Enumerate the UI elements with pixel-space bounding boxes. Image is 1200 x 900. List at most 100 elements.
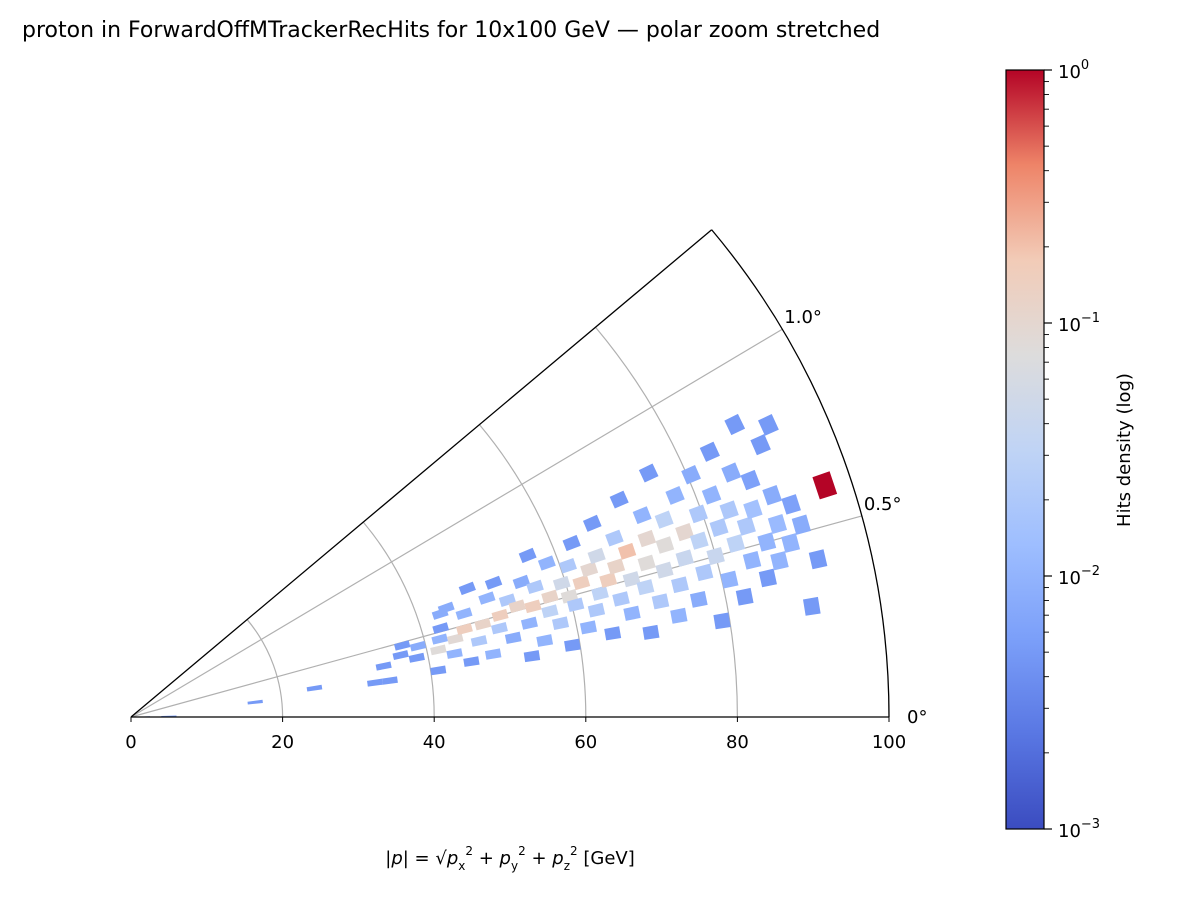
heatmap-cell: [591, 585, 609, 601]
heatmap-cell: [572, 574, 591, 591]
heatmap-cell: [808, 549, 828, 570]
heatmap-cell: [622, 571, 641, 588]
heatmap-cell: [758, 568, 777, 588]
heatmap-cell: [736, 516, 756, 536]
heatmap-cell: [306, 684, 323, 692]
heatmap-cell: [478, 591, 496, 605]
heatmap-cell: [579, 620, 597, 635]
heatmap-cell: [456, 623, 473, 635]
r-tick-label: 100: [872, 732, 906, 753]
heatmap-cell: [504, 631, 522, 644]
heatmap-cell: [437, 601, 455, 615]
heatmap-cell: [637, 529, 657, 548]
heatmap-cell: [587, 602, 606, 618]
heatmap-cell: [599, 572, 618, 588]
heatmap-cell: [670, 607, 688, 624]
r-tick-label: 0: [125, 732, 136, 753]
colorbar-tick-label: 10−3: [1058, 817, 1100, 842]
heatmap-cell: [484, 575, 503, 590]
heatmap-cell: [802, 596, 821, 616]
heatmap-cell: [655, 561, 674, 579]
colorbar-tick-label: 10−2: [1058, 564, 1100, 589]
heatmap-cell: [617, 542, 637, 560]
heatmap-cell: [536, 634, 554, 647]
heatmap-cell: [642, 624, 660, 640]
heatmap-cell: [612, 591, 630, 607]
heatmap-cell: [484, 648, 502, 660]
heatmap-cell: [607, 558, 626, 575]
heatmap-cell: [720, 570, 739, 589]
heatmap-cell: [564, 638, 581, 652]
heatmap-cell: [558, 558, 577, 574]
heatmap-cell: [781, 494, 801, 515]
heatmap-cell: [446, 633, 464, 645]
heatmap-cell: [713, 612, 731, 630]
heatmap-cell: [541, 604, 559, 619]
heatmap-cell: [675, 549, 694, 567]
theta-ticks: 0° 0.5° 1.0°: [784, 307, 927, 728]
heatmap-cell: [432, 622, 450, 634]
frame-edge-theta-max: [130, 229, 713, 718]
heatmap-cell: [367, 678, 383, 687]
heatmap-cell: [655, 536, 675, 554]
r-tick-label: 40: [423, 732, 446, 753]
heatmap-cell: [247, 699, 263, 705]
heatmap-cell: [757, 532, 777, 552]
heatmap-cell: [375, 661, 392, 671]
heatmap-cell: [758, 414, 779, 436]
heatmap-cell: [812, 471, 838, 500]
heatmap-cell: [605, 529, 624, 547]
polar-frame: [130, 229, 890, 718]
heatmap-cells: [134, 413, 838, 717]
heatmap-cell: [735, 587, 754, 606]
heatmap-cell: [430, 665, 447, 676]
heatmap-cell: [675, 523, 695, 542]
heatmap-cell: [562, 534, 581, 552]
heatmap-cell: [392, 650, 409, 660]
heatmap-cell: [512, 574, 531, 590]
colorbar: 10−3 10−2 10−1 100 Hits density (log): [1005, 58, 1135, 842]
heatmap-cell: [638, 463, 659, 483]
heatmap-cell: [491, 621, 508, 635]
heatmap-cell: [623, 605, 641, 621]
heatmap-cell: [491, 608, 509, 622]
heatmap-cell: [508, 599, 526, 613]
heatmap-cell: [724, 413, 746, 436]
heatmap-cell: [382, 676, 398, 685]
r-gridline: [246, 619, 284, 718]
heatmap-cell: [463, 656, 480, 667]
heatmap-cell: [582, 514, 602, 532]
theta-gridline: [130, 328, 783, 718]
heatmap-cell: [632, 506, 652, 525]
heatmap-cell: [699, 441, 720, 462]
heatmap-cell: [762, 484, 782, 506]
heatmap-cell: [431, 633, 448, 645]
heatmap-cell: [524, 599, 542, 614]
heatmap-cell: [681, 464, 701, 485]
heatmap-cell: [518, 547, 537, 564]
heatmap-cell: [721, 462, 742, 483]
chart-title: proton in ForwardOffMTrackerRecHits for …: [22, 18, 881, 43]
heatmap-cell: [520, 616, 538, 630]
heatmap-cell: [408, 652, 425, 663]
heatmap-cell: [609, 490, 629, 509]
r-tick-label: 80: [726, 732, 749, 753]
colorbar-tick-label: 100: [1058, 58, 1089, 83]
heatmap-cell: [566, 597, 585, 613]
heatmap-cell: [552, 575, 571, 591]
heatmap-cell: [526, 579, 544, 595]
r-gridline: [362, 521, 435, 718]
heatmap-cell: [474, 617, 492, 631]
heatmap-cell: [537, 555, 556, 571]
heatmap-cell: [665, 485, 685, 505]
theta-tick-label: 1.0°: [784, 307, 822, 328]
heatmap-cell: [695, 563, 714, 582]
heatmap-cell: [781, 533, 801, 553]
frame-outer-arc: [711, 229, 890, 718]
colorbar-gradient: [1005, 69, 1045, 830]
colorbar-label: Hits density (log): [1114, 373, 1135, 527]
heatmap-cell: [743, 499, 763, 520]
r-ticks: 0 20 40 60 80 100: [125, 717, 906, 753]
heatmap-cell: [770, 551, 789, 571]
